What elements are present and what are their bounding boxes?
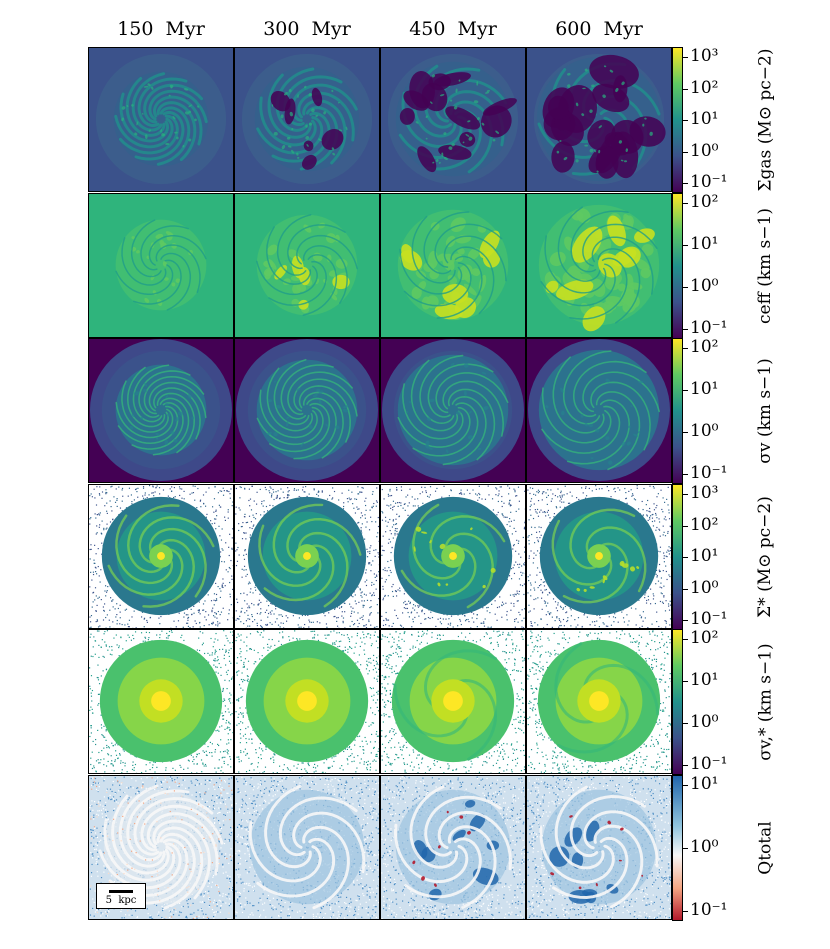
colorbar-effective-sound-speed [672,193,683,339]
scale-bar-line [109,890,133,893]
colorbar-tick-label: 10⁻¹ [690,900,728,920]
colorbar-tick-label: 10⁰ [690,421,719,441]
row-label-stellar-velocity-dispersion: σv,* (km s−1) [755,643,776,761]
gas-velocity-dispersion-map-4 [526,338,672,483]
colorbar-tick-label: 10¹ [690,234,719,254]
colorbar-tick-label: 10² [690,78,719,98]
colorbar-stellar-velocity-dispersion [672,629,683,775]
colorbar-toomre-q-total [672,775,683,921]
gas-surface-density-map-3 [380,47,526,192]
effective-sound-speed-map-3 [380,193,526,338]
stellar-velocity-dispersion-map-1 [88,629,234,774]
colorbar-tick-mark [683,620,688,621]
colorbar-tick-mark [683,287,688,288]
colorbar-tick-mark [683,639,688,640]
colorbar-tick-label: 10³ [690,483,719,503]
stellar-velocity-dispersion-map-3 [380,629,526,774]
toomre-q-total-map-2 [234,775,380,920]
row-label-gas-surface-density: Σgas (M⊙ pc−2) [754,48,775,192]
colorbar-tick-label: 10¹ [690,109,719,129]
colorbar-tick-mark [683,432,688,433]
colorbar-tick-label: 10¹ [690,546,719,566]
colorbar-tick-mark [683,390,688,391]
row-label-effective-sound-speed: ceff (km s−1) [754,208,775,324]
colorbar-tick-mark [683,526,688,527]
stellar-velocity-dispersion-map-2 [234,629,380,774]
scale-bar: 5 kpc [96,883,146,909]
colorbar-tick-mark [683,785,688,786]
colorbar-tick-label: 10⁰ [690,276,719,296]
colorbar-tick-mark [683,723,688,724]
colorbar-tick-label: 10² [690,628,719,648]
toomre-q-total-map-1 [88,775,234,920]
colorbar-tick-label: 10¹ [690,774,719,794]
colorbar-tick-mark [683,494,688,495]
colorbar-tick-label: 10⁻¹ [690,318,728,338]
toomre-q-total-map-3 [380,775,526,920]
colorbar-tick-mark [683,848,688,849]
gas-surface-density-map-2 [234,47,380,192]
effective-sound-speed-map-2 [234,193,380,338]
colorbar-tick-mark [683,474,688,475]
gas-velocity-dispersion-map-2 [234,338,380,483]
colorbar-tick-mark [683,589,688,590]
stellar-surface-density-map-3 [380,484,526,629]
colorbar-tick-mark [683,348,688,349]
colorbar-tick-label: 10³ [690,46,719,66]
colorbar-tick-mark [683,152,688,153]
gas-velocity-dispersion-map-3 [380,338,526,483]
colorbar-tick-label: 10⁰ [690,712,719,732]
colorbar-gas-velocity-dispersion [672,338,683,484]
colorbar-tick-label: 10⁻¹ [690,609,728,629]
row-label-toomre-q-total: Qtotal [755,821,776,875]
colorbar-tick-mark [683,120,688,121]
colorbar-tick-mark [683,911,688,912]
colorbar-tick-label: 10² [690,515,719,535]
colorbar-tick-label: 10⁰ [690,837,719,857]
stellar-surface-density-map-4 [526,484,672,629]
colorbar-tick-label: 10² [690,192,719,212]
colorbar-tick-label: 10¹ [690,670,719,690]
colorbar-tick-label: 10⁰ [690,141,719,161]
colorbar-tick-mark [683,765,688,766]
colorbar-tick-label: 10⁻¹ [690,754,728,774]
toomre-q-total-map-4 [526,775,672,920]
colorbar-gas-surface-density [672,47,683,193]
colorbar-tick-mark [683,557,688,558]
colorbar-tick-label: 10⁻¹ [690,463,728,483]
column-title: 450 Myr [409,18,497,40]
column-title: 300 Myr [263,18,351,40]
colorbar-tick-mark [683,57,688,58]
column-title: 600 Myr [555,18,643,40]
effective-sound-speed-map-1 [88,193,234,338]
gas-velocity-dispersion-map-1 [88,338,234,483]
colorbar-tick-mark [683,329,688,330]
colorbar-tick-mark [683,203,688,204]
gas-surface-density-map-1 [88,47,234,192]
colorbar-tick-mark [683,681,688,682]
colorbar-tick-mark [683,245,688,246]
effective-sound-speed-map-4 [526,193,672,338]
stellar-surface-density-map-2 [234,484,380,629]
panel-grid [88,47,672,921]
gas-surface-density-map-4 [526,47,672,192]
scale-bar-label: 5 kpc [105,895,137,906]
colorbar-tick-label: 10² [690,337,719,357]
row-label-gas-velocity-dispersion: σv (km s−1) [754,358,775,464]
colorbar-tick-mark [683,89,688,90]
row-label-stellar-surface-density: Σ* (M⊙ pc−2) [754,496,775,618]
stellar-velocity-dispersion-map-4 [526,629,672,774]
colorbar-tick-mark [683,183,688,184]
column-title: 150 Myr [117,18,205,40]
stellar-surface-density-map-1 [88,484,234,629]
colorbar-tick-label: 10⁻¹ [690,172,728,192]
colorbar-stellar-surface-density [672,484,683,630]
colorbar-tick-label: 10¹ [690,379,719,399]
colorbar-tick-label: 10⁰ [690,578,719,598]
